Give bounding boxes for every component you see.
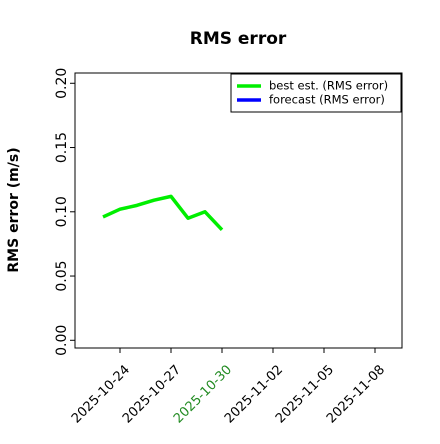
- y-tick-label: 0.10: [54, 196, 70, 227]
- y-axis-label: RMS error (m/s): [6, 147, 22, 272]
- plot-frame: [74, 72, 403, 349]
- legend-label: forecast (RMS error): [269, 93, 385, 107]
- y-tick-label: 0.15: [54, 132, 70, 163]
- y-tick-label: 0.00: [54, 325, 70, 356]
- legend-label: best est. (RMS error): [269, 79, 388, 93]
- y-tick-label: 0.20: [54, 68, 70, 99]
- data-line: [102, 194, 224, 231]
- chart-title: RMS error: [190, 29, 287, 49]
- legend-box: [230, 73, 402, 113]
- y-tick-label: 0.05: [54, 260, 70, 291]
